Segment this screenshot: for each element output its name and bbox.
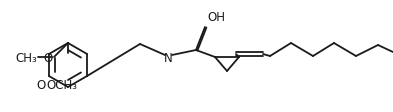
Text: O: O: [37, 79, 46, 92]
Text: N: N: [163, 52, 173, 65]
Text: CH₃: CH₃: [15, 52, 37, 65]
Text: OH: OH: [207, 11, 225, 24]
Text: OCH₃: OCH₃: [46, 79, 77, 92]
Text: O: O: [44, 52, 53, 65]
